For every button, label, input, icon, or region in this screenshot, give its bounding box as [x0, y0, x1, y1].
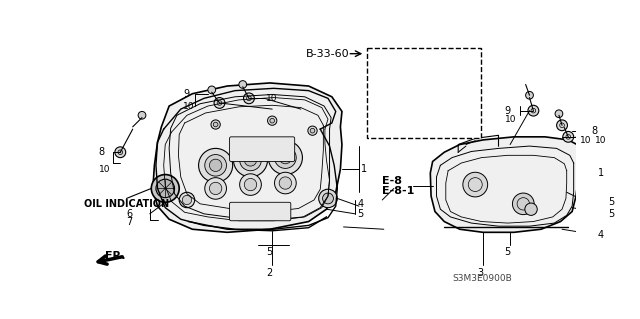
Circle shape	[270, 118, 275, 123]
Circle shape	[275, 172, 296, 194]
Circle shape	[244, 93, 254, 104]
Circle shape	[209, 182, 222, 195]
Circle shape	[555, 110, 563, 118]
Circle shape	[557, 120, 568, 131]
Text: 7: 7	[127, 217, 132, 226]
Circle shape	[279, 152, 292, 164]
Circle shape	[182, 195, 191, 204]
Circle shape	[198, 148, 233, 182]
Circle shape	[268, 141, 303, 174]
Text: S3M3E0900B: S3M3E0900B	[452, 274, 512, 283]
Circle shape	[395, 58, 417, 80]
Text: 6: 6	[127, 209, 132, 219]
Text: 10: 10	[580, 136, 591, 145]
Text: 8: 8	[99, 147, 105, 157]
Text: 1: 1	[598, 168, 604, 178]
Circle shape	[308, 126, 317, 135]
Circle shape	[239, 149, 261, 171]
Circle shape	[118, 150, 123, 154]
Text: 4: 4	[598, 230, 604, 240]
Circle shape	[417, 61, 433, 77]
Polygon shape	[430, 137, 582, 232]
Circle shape	[275, 147, 296, 168]
Circle shape	[244, 154, 257, 166]
Circle shape	[279, 177, 292, 189]
Text: 2: 2	[266, 268, 272, 278]
Circle shape	[371, 116, 381, 127]
Text: 1: 1	[362, 164, 367, 174]
Circle shape	[138, 111, 146, 119]
Circle shape	[323, 193, 333, 204]
Circle shape	[463, 172, 488, 197]
FancyBboxPatch shape	[230, 202, 291, 221]
Circle shape	[205, 178, 227, 199]
Text: 3: 3	[477, 268, 483, 278]
Circle shape	[525, 203, 537, 215]
Circle shape	[234, 143, 268, 177]
Text: 5: 5	[504, 247, 510, 257]
Circle shape	[208, 86, 216, 94]
Circle shape	[214, 98, 225, 108]
Circle shape	[205, 154, 227, 176]
Circle shape	[115, 147, 125, 158]
Circle shape	[528, 105, 539, 116]
Circle shape	[244, 178, 257, 191]
Circle shape	[211, 120, 220, 129]
Circle shape	[310, 128, 315, 133]
Bar	[367, 48, 481, 138]
Circle shape	[209, 159, 222, 172]
FancyBboxPatch shape	[230, 137, 294, 161]
Polygon shape	[153, 83, 342, 232]
Text: 10: 10	[99, 165, 110, 174]
Text: 10: 10	[183, 101, 195, 111]
Text: OIL INDICATION: OIL INDICATION	[84, 199, 169, 209]
Circle shape	[268, 116, 277, 125]
Text: 10: 10	[266, 94, 278, 103]
Text: 5: 5	[609, 197, 615, 207]
Text: 5: 5	[609, 209, 615, 219]
Circle shape	[239, 81, 246, 88]
Circle shape	[151, 174, 179, 202]
Text: E-8-1: E-8-1	[382, 186, 415, 196]
Circle shape	[156, 179, 175, 198]
Circle shape	[513, 193, 534, 215]
Text: 10: 10	[505, 115, 516, 124]
Circle shape	[319, 189, 337, 208]
Text: 4: 4	[358, 199, 364, 209]
Text: 8: 8	[591, 126, 598, 136]
Circle shape	[179, 192, 195, 208]
Text: 5: 5	[266, 247, 272, 257]
Text: 9: 9	[183, 89, 189, 99]
Circle shape	[239, 174, 261, 195]
Text: FR.: FR.	[105, 251, 125, 261]
Circle shape	[213, 122, 218, 127]
Circle shape	[525, 92, 533, 99]
Text: E-8: E-8	[382, 176, 403, 186]
Text: 10: 10	[595, 136, 607, 145]
Text: 9: 9	[505, 106, 511, 116]
Text: 5: 5	[358, 209, 364, 219]
Text: B-33-60: B-33-60	[307, 49, 350, 59]
Circle shape	[563, 131, 573, 142]
